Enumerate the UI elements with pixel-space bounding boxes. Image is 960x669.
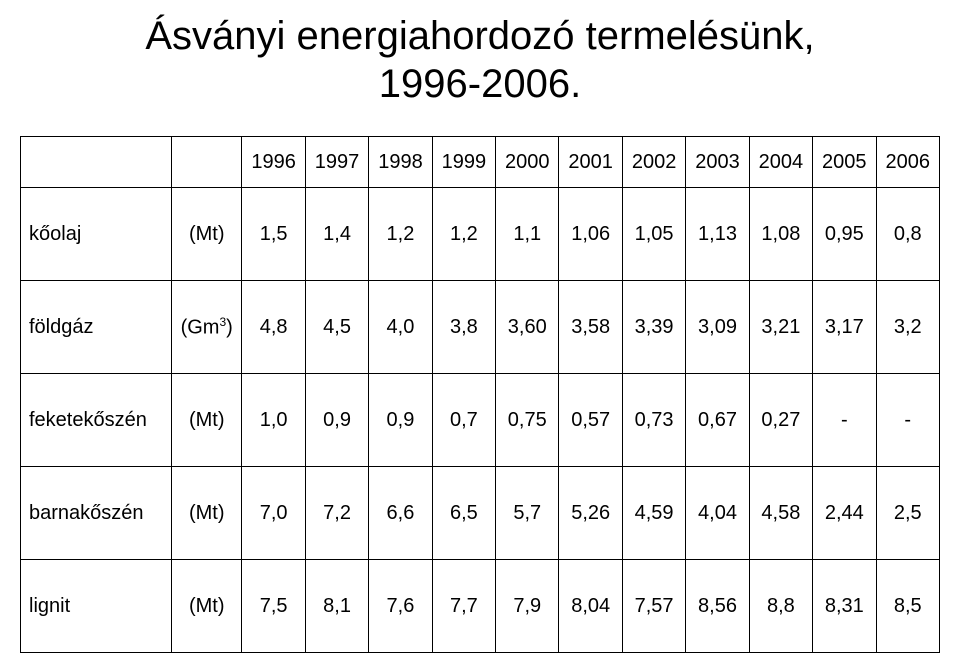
row-label: lignit bbox=[21, 560, 172, 653]
cell: 7,7 bbox=[432, 560, 495, 653]
table-row: földgáz (Gm3) 4,8 4,5 4,0 3,8 3,60 3,58 … bbox=[21, 281, 940, 374]
cell: 2,44 bbox=[813, 467, 876, 560]
data-table: 1996 1997 1998 1999 2000 2001 2002 2003 … bbox=[20, 136, 940, 653]
header-year: 1996 bbox=[242, 137, 305, 188]
header-year: 2002 bbox=[622, 137, 685, 188]
unit-after: ) bbox=[226, 316, 233, 338]
header-year: 1998 bbox=[369, 137, 432, 188]
header-year: 2003 bbox=[686, 137, 749, 188]
cell: 0,8 bbox=[876, 188, 940, 281]
header-row: 1996 1997 1998 1999 2000 2001 2002 2003 … bbox=[21, 137, 940, 188]
cell: 3,60 bbox=[496, 281, 559, 374]
cell: 4,8 bbox=[242, 281, 305, 374]
cell: 6,5 bbox=[432, 467, 495, 560]
header-year: 2005 bbox=[813, 137, 876, 188]
header-year: 2000 bbox=[496, 137, 559, 188]
cell: 8,5 bbox=[876, 560, 940, 653]
cell: 0,7 bbox=[432, 374, 495, 467]
cell: 0,95 bbox=[813, 188, 876, 281]
cell: - bbox=[876, 374, 940, 467]
table-row: barnakőszén (Mt) 7,0 7,2 6,6 6,5 5,7 5,2… bbox=[21, 467, 940, 560]
header-blank-label bbox=[21, 137, 172, 188]
row-label: barnakőszén bbox=[21, 467, 172, 560]
title-line-2: 1996-2006. bbox=[379, 62, 581, 106]
cell: 1,1 bbox=[496, 188, 559, 281]
cell: 8,8 bbox=[749, 560, 812, 653]
row-unit: (Mt) bbox=[171, 560, 241, 653]
cell: 3,21 bbox=[749, 281, 812, 374]
table-body: kőolaj (Mt) 1,5 1,4 1,2 1,2 1,1 1,06 1,0… bbox=[21, 188, 940, 653]
cell: 8,56 bbox=[686, 560, 749, 653]
cell: 7,5 bbox=[242, 560, 305, 653]
cell: 6,6 bbox=[369, 467, 432, 560]
cell: 0,57 bbox=[559, 374, 622, 467]
cell: 0,73 bbox=[622, 374, 685, 467]
cell: 7,0 bbox=[242, 467, 305, 560]
row-unit: (Mt) bbox=[171, 374, 241, 467]
header-year: 2001 bbox=[559, 137, 622, 188]
cell: 0,67 bbox=[686, 374, 749, 467]
cell: 2,5 bbox=[876, 467, 940, 560]
header-blank-unit bbox=[171, 137, 241, 188]
cell: 3,8 bbox=[432, 281, 495, 374]
cell: 1,13 bbox=[686, 188, 749, 281]
cell: 7,2 bbox=[305, 467, 368, 560]
cell: 1,08 bbox=[749, 188, 812, 281]
cell: 0,75 bbox=[496, 374, 559, 467]
cell: 0,27 bbox=[749, 374, 812, 467]
table-header: 1996 1997 1998 1999 2000 2001 2002 2003 … bbox=[21, 137, 940, 188]
cell: 1,0 bbox=[242, 374, 305, 467]
cell: 7,9 bbox=[496, 560, 559, 653]
cell: 1,5 bbox=[242, 188, 305, 281]
cell: 3,17 bbox=[813, 281, 876, 374]
cell: 4,0 bbox=[369, 281, 432, 374]
cell: 1,4 bbox=[305, 188, 368, 281]
cell: 5,7 bbox=[496, 467, 559, 560]
unit-base: (Gm bbox=[181, 316, 220, 338]
header-year: 2004 bbox=[749, 137, 812, 188]
cell: 0,9 bbox=[369, 374, 432, 467]
page-title: Ásványi energiahordozó termelésünk, 1996… bbox=[0, 12, 960, 108]
cell: 4,5 bbox=[305, 281, 368, 374]
cell: 4,59 bbox=[622, 467, 685, 560]
header-year: 1999 bbox=[432, 137, 495, 188]
cell: 7,6 bbox=[369, 560, 432, 653]
cell: 3,58 bbox=[559, 281, 622, 374]
row-label: földgáz bbox=[21, 281, 172, 374]
cell: 1,2 bbox=[432, 188, 495, 281]
title-line-1: Ásványi energiahordozó termelésünk, bbox=[145, 14, 814, 58]
cell: 1,06 bbox=[559, 188, 622, 281]
page-root: Ásványi energiahordozó termelésünk, 1996… bbox=[0, 0, 960, 653]
row-label: feketekőszén bbox=[21, 374, 172, 467]
row-unit: (Mt) bbox=[171, 467, 241, 560]
cell: 1,2 bbox=[369, 188, 432, 281]
cell: 8,04 bbox=[559, 560, 622, 653]
cell: 4,58 bbox=[749, 467, 812, 560]
cell: 0,9 bbox=[305, 374, 368, 467]
cell: 7,57 bbox=[622, 560, 685, 653]
cell: 3,2 bbox=[876, 281, 940, 374]
cell: 1,05 bbox=[622, 188, 685, 281]
cell: 8,31 bbox=[813, 560, 876, 653]
cell: 3,39 bbox=[622, 281, 685, 374]
table-row: lignit (Mt) 7,5 8,1 7,6 7,7 7,9 8,04 7,5… bbox=[21, 560, 940, 653]
cell: 3,09 bbox=[686, 281, 749, 374]
table-row: kőolaj (Mt) 1,5 1,4 1,2 1,2 1,1 1,06 1,0… bbox=[21, 188, 940, 281]
row-unit: (Mt) bbox=[171, 188, 241, 281]
row-label: kőolaj bbox=[21, 188, 172, 281]
cell: - bbox=[813, 374, 876, 467]
cell: 8,1 bbox=[305, 560, 368, 653]
row-unit: (Gm3) bbox=[171, 281, 241, 374]
table-row: feketekőszén (Mt) 1,0 0,9 0,9 0,7 0,75 0… bbox=[21, 374, 940, 467]
header-year: 2006 bbox=[876, 137, 940, 188]
cell: 5,26 bbox=[559, 467, 622, 560]
header-year: 1997 bbox=[305, 137, 368, 188]
cell: 4,04 bbox=[686, 467, 749, 560]
